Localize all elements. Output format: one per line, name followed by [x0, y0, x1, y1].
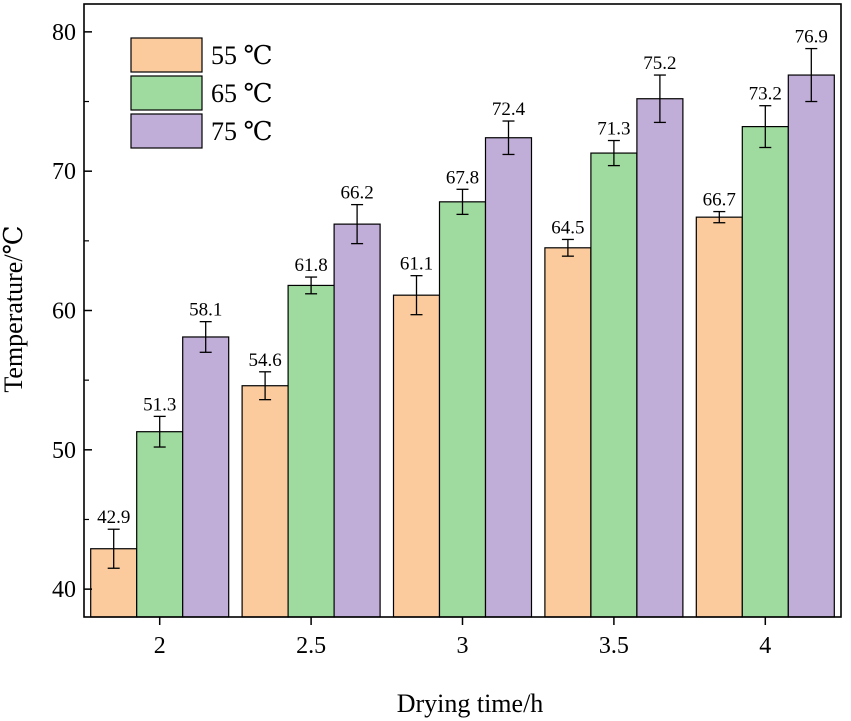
y-tick-label-60: 60	[52, 299, 76, 325]
legend-label-1: 55 ℃	[211, 41, 273, 70]
data-label-series-1-cat-2: 54.6	[248, 350, 281, 371]
bar-series-1-cat-4	[544, 247, 592, 618]
y-tick-label-70: 70	[52, 159, 76, 185]
bar-series-3-cat-2	[333, 223, 381, 618]
bar-series-1-cat-3	[392, 294, 441, 618]
bar-series-2-cat-1	[136, 431, 184, 618]
data-label-series-3-cat-5: 76.9	[795, 27, 828, 48]
y-tick-label-50: 50	[52, 438, 76, 464]
data-label-series-3-cat-2: 66.2	[340, 183, 373, 204]
data-label-series-3-cat-1: 58.1	[189, 300, 222, 321]
bar-series-1-cat-5	[695, 216, 743, 618]
bar-series-3-cat-5	[787, 74, 835, 618]
x-tick-label-5: 4	[759, 633, 771, 659]
x-tick-label-2: 2.5	[296, 633, 326, 659]
y-tick-label-80: 80	[52, 20, 76, 46]
bar-series-2-cat-2	[287, 284, 335, 618]
bar-series-2-cat-4	[590, 152, 638, 618]
legend-swatch-3	[130, 113, 203, 149]
bar-series-3-cat-3	[484, 137, 533, 618]
data-label-series-2-cat-4: 71.3	[597, 119, 630, 140]
data-label-series-1-cat-1: 42.9	[97, 507, 130, 528]
data-label-series-2-cat-2: 61.8	[294, 255, 327, 276]
data-label-series-3-cat-3: 72.4	[492, 99, 526, 120]
data-label-series-2-cat-1: 51.3	[143, 394, 176, 415]
legend-label-2: 65 ℃	[211, 79, 273, 108]
legend-label-3: 75 ℃	[211, 117, 273, 146]
y-axis-title: Temperature/℃	[0, 225, 28, 392]
bar-series-2-cat-5	[741, 125, 789, 618]
data-label-series-2-cat-3: 67.8	[446, 167, 479, 188]
data-label-series-3-cat-4: 75.2	[643, 53, 676, 74]
y-tick-label-40: 40	[52, 577, 76, 603]
legend: 55 ℃ 65 ℃ 75 ℃	[130, 37, 273, 149]
x-axis-title: Drying time/h	[397, 689, 544, 718]
legend-swatch-2	[130, 75, 203, 111]
data-label-series-1-cat-3: 61.1	[400, 254, 433, 275]
x-tick-label-4: 3.5	[599, 633, 629, 659]
data-label-series-1-cat-5: 66.7	[703, 190, 736, 211]
bar-series-2-cat-3	[438, 201, 487, 618]
plot-area: 42.9 54.6 61.1 64.5 66.7 51.3 61.8 67.8 71.3 73.2…	[90, 27, 835, 618]
axes: 40 50 60 70 80 2 2.5 3 3.5 4	[52, 3, 842, 659]
bar-series-3-cat-4	[636, 98, 684, 618]
x-tick-label-1: 2	[154, 633, 166, 659]
bar-series-1-cat-2	[241, 385, 289, 618]
bar-series-3-cat-1	[182, 336, 230, 618]
data-label-series-1-cat-4: 64.5	[551, 217, 584, 238]
legend-swatch-1	[130, 37, 203, 73]
data-label-series-2-cat-5: 73.2	[749, 84, 782, 105]
x-tick-label-3: 3	[457, 633, 469, 659]
